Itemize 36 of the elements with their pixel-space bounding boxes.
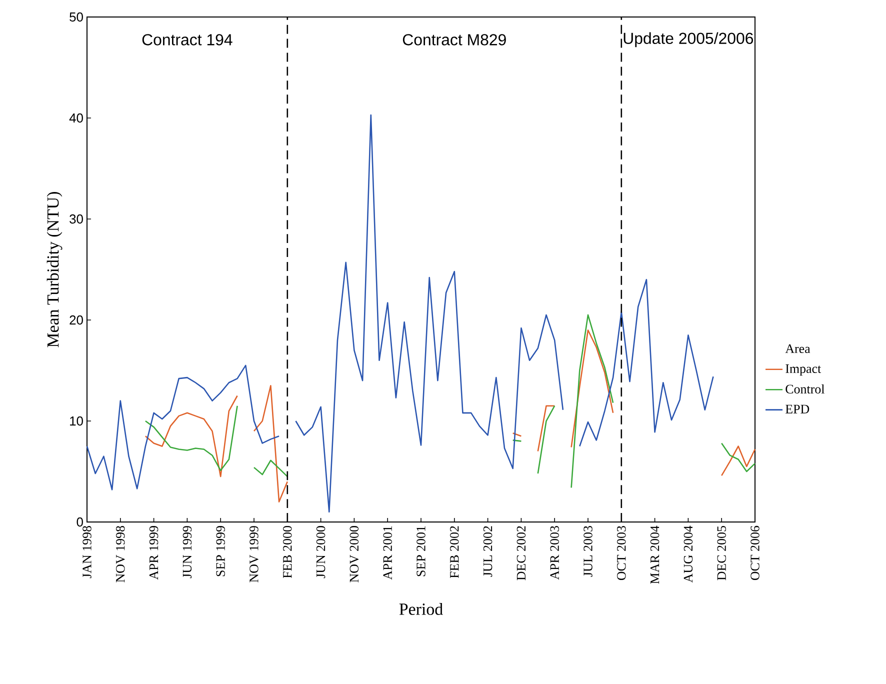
- x-tick-label: DEC 2005: [717, 526, 726, 580]
- legend-label: EPD: [786, 404, 810, 414]
- x-tick-label: JAN 1998: [82, 526, 92, 578]
- x-tick-label: SEP 2001: [416, 526, 426, 576]
- x-tick-label: FEB 2002: [450, 526, 459, 578]
- x-tick-label: FEB 2000: [283, 526, 292, 578]
- y-tick-label: 50: [70, 12, 83, 22]
- legend-label: Impact: [786, 364, 822, 376]
- x-tick-label: JUL 2003: [584, 526, 592, 577]
- y-tick-label: 10: [70, 416, 83, 426]
- x-tick-label: JUL 2002: [483, 526, 492, 577]
- x-tick-label: JUN 1999: [182, 526, 192, 578]
- annotation: Contract 194: [142, 34, 232, 46]
- legend-label: Control: [786, 384, 824, 394]
- x-tick-label: JUN 2000: [316, 526, 326, 578]
- x-axis-title: Period: [399, 603, 443, 615]
- annotation: Update 2005/2006: [624, 32, 754, 48]
- y-tick-label: 0: [76, 517, 83, 527]
- x-tick-label: APR 2001: [383, 526, 392, 580]
- x-tick-label: OCT 2006: [750, 526, 760, 580]
- x-tick-label: APR 1999: [149, 526, 158, 580]
- x-tick-label: AUG 2004: [684, 526, 693, 583]
- y-axis-title: Mean Turbidity (NTU): [46, 192, 62, 348]
- x-tick-label: MAR 2004: [650, 526, 660, 584]
- legend-title: Area: [785, 344, 810, 354]
- x-tick-label: APR 2003: [550, 526, 559, 580]
- y-tick-label: 30: [70, 214, 83, 224]
- y-tick-label: 20: [70, 315, 83, 325]
- x-tick-label: DEC 2002: [516, 526, 526, 580]
- x-tick-label: NOV 1999: [250, 526, 258, 582]
- annotation: Contract M829: [402, 34, 506, 46]
- x-tick-label: OCT 2003: [617, 526, 626, 580]
- x-tick-label: SEP 1999: [216, 526, 225, 576]
- x-tick-label: NOV 2000: [350, 526, 359, 582]
- x-tick-label: NOV 1998: [116, 526, 125, 582]
- y-tick-label: 40: [69, 113, 83, 123]
